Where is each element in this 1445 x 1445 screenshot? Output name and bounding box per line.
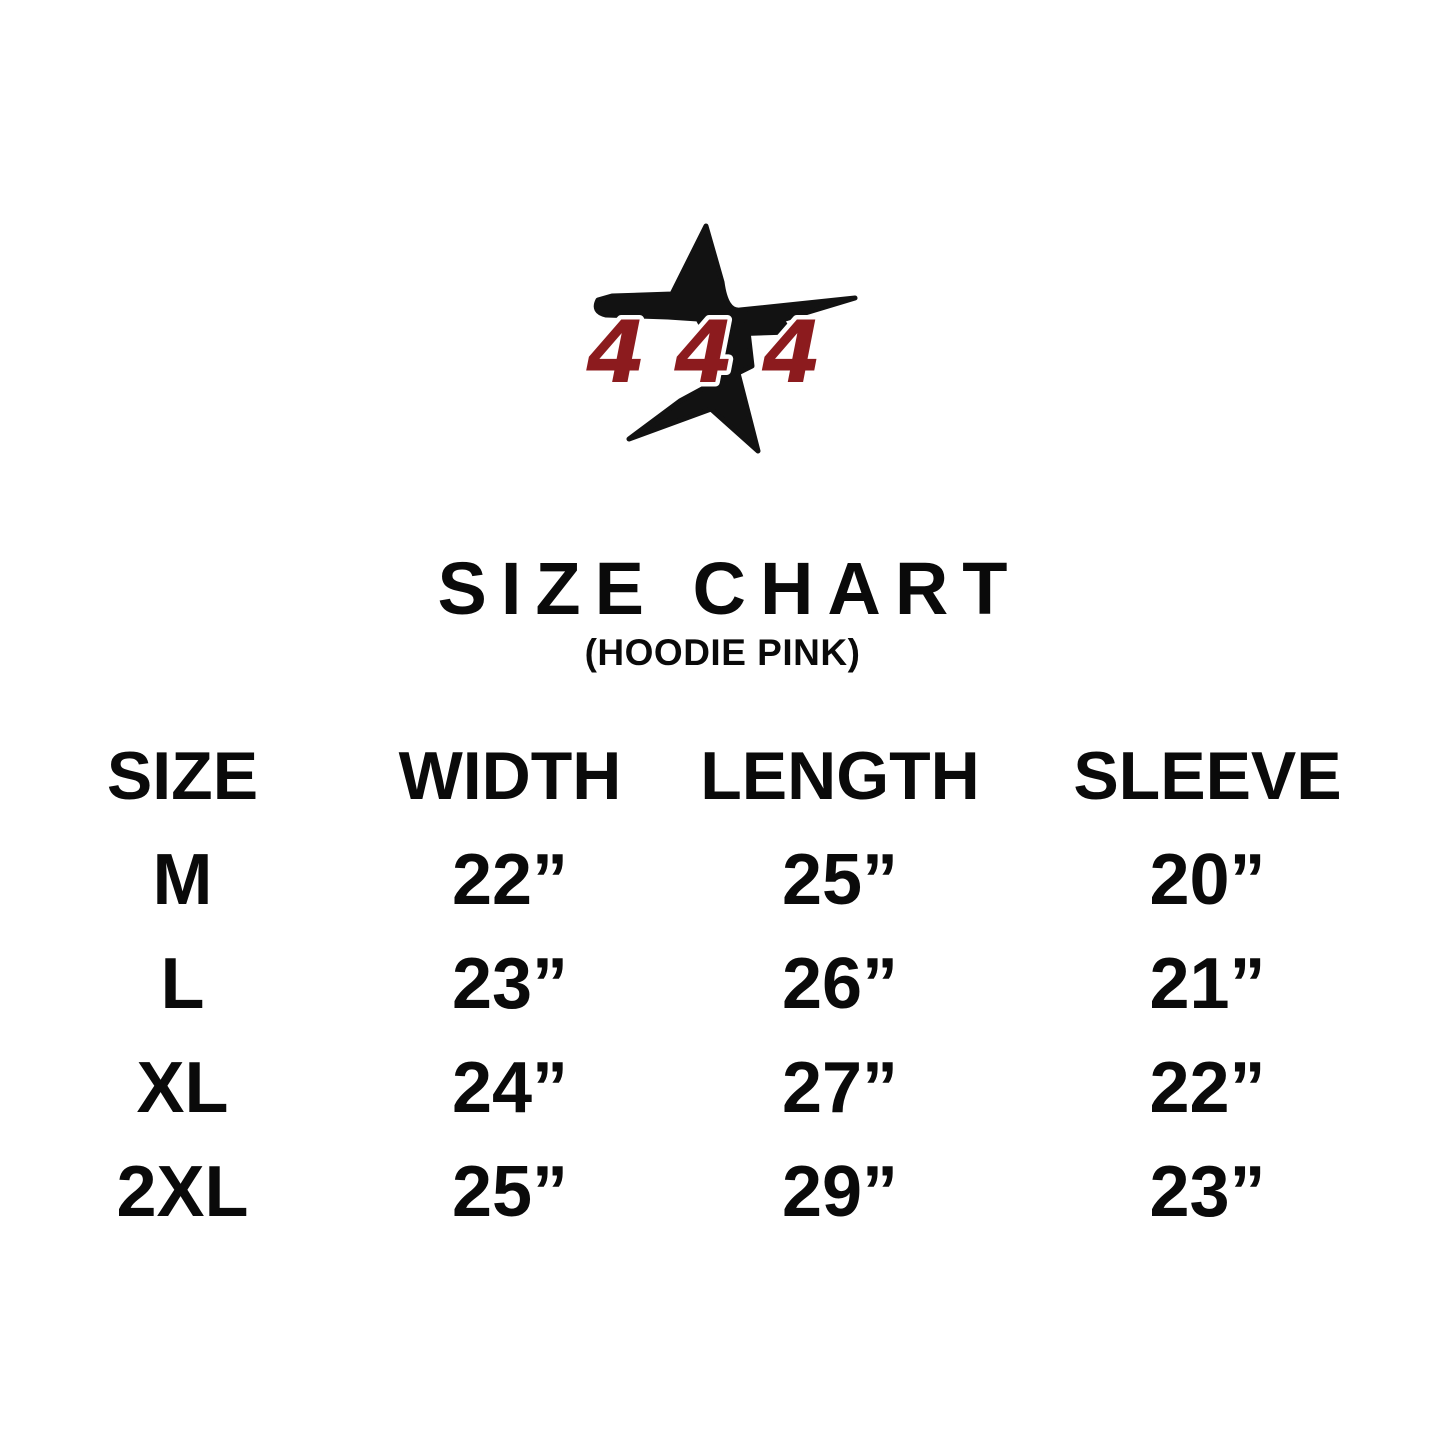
column-header-length: LENGTH [700, 738, 980, 814]
table-row-xl: XL 24” 27” 22” [10, 1036, 1400, 1140]
width-value: 24” [451, 1048, 569, 1128]
lightning-bolt-icon [626, 311, 760, 454]
size-table: SIZE WIDTH LENGTH SLEEVE M 22” 25” 20” L… [10, 742, 1400, 1244]
sleeve-value: 22” [1149, 1048, 1266, 1128]
table-header-row: SIZE WIDTH LENGTH SLEEVE [10, 742, 1400, 810]
star-444-logo-graphic: 444 [580, 223, 857, 454]
size-label: 2XL [116, 1152, 249, 1232]
table-row-l: L 23” 26” 21” [10, 932, 1400, 1036]
width-value: 25” [451, 1152, 569, 1232]
column-header-sleeve: SLEEVE [1073, 738, 1342, 814]
table-body: M 22” 25” 20” L 23” 26” 21” XL 24” 27” 2… [10, 828, 1400, 1244]
size-label: XL [136, 1048, 229, 1128]
sleeve-value: 23” [1149, 1152, 1266, 1232]
logo-444-text: 444 [585, 303, 850, 403]
table-row-2xl: 2XL 25” 29” 23” [10, 1140, 1400, 1244]
table-row-m: M 22” 25” 20” [10, 828, 1400, 932]
size-label: L [160, 944, 205, 1024]
length-value: 25” [781, 840, 899, 920]
brand-logo: 444 [568, 220, 878, 460]
page-title: SIZE CHART [437, 547, 1022, 630]
width-value: 23” [451, 944, 569, 1024]
width-value: 22” [451, 840, 569, 920]
sleeve-value: 21” [1149, 944, 1266, 1024]
column-header-size: SIZE [106, 738, 259, 814]
sleeve-value: 20” [1149, 840, 1266, 920]
page-subtitle: (HOODIE PINK) [584, 632, 861, 673]
star-top-icon [593, 223, 857, 337]
column-header-width: WIDTH [398, 738, 622, 814]
length-value: 26” [781, 944, 899, 1024]
size-label: M [152, 840, 213, 920]
length-value: 27” [781, 1048, 899, 1128]
length-value: 29” [781, 1152, 899, 1232]
